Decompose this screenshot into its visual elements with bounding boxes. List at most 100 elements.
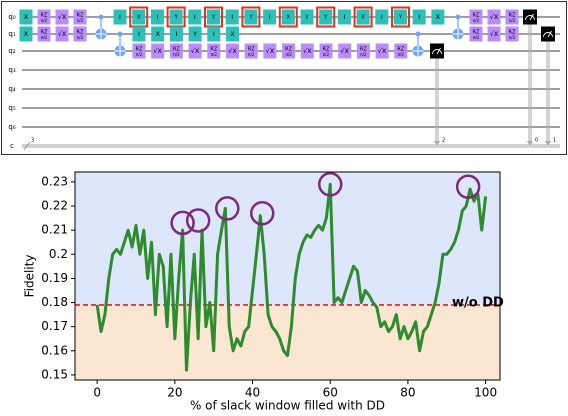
y-tick-label: 0.22 (41, 199, 68, 213)
gate-param: π/2 (360, 52, 367, 57)
wire-label: q₄ (8, 85, 15, 93)
classical-slash (23, 141, 31, 151)
gate (226, 43, 239, 59)
gate (394, 43, 408, 59)
gate-label: I (194, 13, 196, 21)
gate-label: X (24, 30, 29, 38)
measure (523, 9, 537, 25)
gate-label: RZ (509, 13, 516, 19)
gate (337, 9, 351, 25)
gate (244, 9, 258, 25)
gate-label: √X (303, 47, 312, 55)
gate (244, 43, 258, 59)
gate (73, 26, 87, 42)
gate-label: X (230, 30, 235, 38)
gate (188, 43, 202, 59)
gate-param: π/2 (509, 18, 516, 23)
gate (505, 26, 519, 42)
highlight-circle (215, 196, 240, 221)
y-tick-label: 0.21 (41, 223, 68, 237)
gate-label: RZ (473, 30, 480, 36)
gate-param: π/2 (77, 35, 84, 40)
y-tick-label: 0.23 (41, 174, 68, 188)
gate (394, 9, 407, 25)
cx-plus (412, 45, 424, 57)
gate (73, 9, 87, 25)
gate-label: I (418, 13, 420, 21)
gate (132, 43, 146, 59)
gate-label: RZ (285, 47, 292, 53)
measure-arrow (527, 141, 533, 146)
dd-highlight (353, 6, 373, 28)
highlight-circle (170, 210, 195, 236)
cx-control (455, 14, 461, 20)
gate (487, 9, 501, 25)
gate-param: π/2 (41, 18, 48, 23)
gate-label: I (231, 13, 233, 21)
gate-label: √X (266, 47, 275, 55)
gate (150, 9, 164, 25)
gate (55, 26, 69, 42)
gate-label: RZ (248, 47, 255, 53)
gate-label: √X (378, 47, 387, 55)
highlight-circle (249, 201, 275, 226)
y-axis-label: Fidelity (23, 255, 37, 298)
dd-highlight (391, 6, 410, 28)
gate-label: X (436, 13, 441, 21)
gate (263, 9, 277, 25)
highlight-circle (317, 172, 343, 197)
gate (226, 26, 239, 42)
gate-label: X (137, 15, 141, 21)
gate-label: Y (248, 15, 253, 21)
gate-label: RZ (173, 47, 180, 53)
gate-label: I (156, 13, 158, 21)
x-axis-label: % of slack window filled with DD (190, 399, 385, 413)
gate (263, 43, 277, 59)
gate-label: Y (174, 15, 179, 21)
x-tick-label: 60 (323, 386, 338, 400)
gate-label: RZ (77, 30, 84, 36)
gate-label: I (213, 30, 215, 38)
gate (375, 9, 389, 25)
gate (487, 26, 501, 42)
gate-param: π/2 (473, 35, 480, 40)
y-tick-label: 0.17 (41, 319, 68, 333)
gate-label: I (119, 13, 121, 21)
gate-label: I (306, 13, 308, 21)
gate-label: I (381, 13, 383, 21)
gate (55, 9, 69, 25)
gate (319, 43, 333, 59)
gate-label: RZ (41, 13, 48, 19)
gate (132, 9, 146, 25)
gate-param: π/2 (285, 52, 292, 57)
gate (188, 26, 202, 42)
gate (151, 43, 165, 59)
gate-param: π/2 (77, 18, 84, 23)
gate-label: I (269, 13, 271, 21)
gate (281, 9, 295, 25)
series-line (95, 182, 488, 372)
gate (469, 9, 483, 25)
wire-label: q₁ (8, 30, 15, 38)
gate-label: RZ (509, 30, 516, 36)
baseline-label: w/o DD (452, 295, 504, 310)
gate (282, 43, 296, 59)
gate (300, 9, 314, 25)
gate (300, 43, 314, 59)
gate-label: X (24, 13, 29, 21)
gate (375, 43, 389, 59)
y-tick-label: 0.2 (49, 247, 68, 261)
gate-param: π/2 (509, 35, 516, 40)
gate (412, 9, 426, 25)
dd-highlight (316, 6, 336, 28)
measure (541, 26, 555, 42)
gate (132, 26, 146, 42)
highlight-circle (185, 208, 211, 233)
x-tick-label: 40 (245, 386, 260, 400)
plot-frame (74, 171, 501, 381)
gate (37, 26, 51, 42)
gate (469, 26, 483, 42)
gate-label: Y (192, 30, 197, 38)
gate-label: I (343, 13, 345, 21)
